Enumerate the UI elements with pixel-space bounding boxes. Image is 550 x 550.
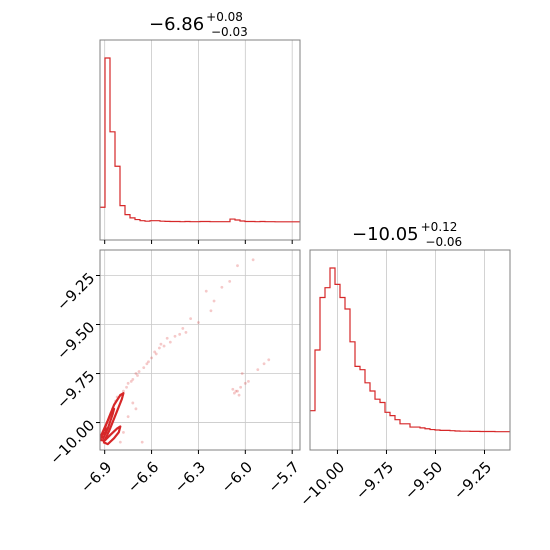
scatter-point bbox=[220, 285, 224, 289]
grid-top-left bbox=[104, 40, 293, 240]
scatter-point bbox=[122, 430, 125, 434]
scatter-point bbox=[157, 346, 161, 350]
x-ticks-bottom-right bbox=[336, 450, 486, 454]
scatter-point bbox=[232, 391, 236, 395]
x-tick-label: −6.9 bbox=[77, 458, 115, 496]
x-tick-labels-bottom-right: −10.00 −9.75 −9.50 −9.25 bbox=[296, 458, 495, 510]
title-param1-minus: −0.03 bbox=[211, 25, 248, 39]
y-tick-label: −9.50 bbox=[53, 318, 98, 363]
scatter-point bbox=[122, 389, 125, 393]
scatter-point bbox=[147, 360, 150, 364]
scatter-point bbox=[236, 389, 239, 393]
scatter-point bbox=[247, 379, 250, 383]
x-tick-label: −9.50 bbox=[401, 458, 446, 503]
scatter-point bbox=[134, 372, 138, 375]
title-param2-plus: +0.12 bbox=[421, 220, 458, 234]
panel-bottom-left: −6.9 −6.6 −6.3 −6.0 −5.7 −10.00−9.75−9.50−9.… bbox=[46, 249, 303, 497]
x-tick-label: −6.3 bbox=[171, 458, 209, 496]
scatter-point bbox=[184, 330, 188, 334]
scatter-point bbox=[159, 342, 163, 346]
ticks-bottom-left bbox=[96, 274, 293, 454]
y-tick-label: −9.75 bbox=[53, 367, 98, 412]
scatter-point bbox=[197, 321, 200, 324]
scatter-point bbox=[136, 374, 139, 377]
x-ticks-top-left bbox=[104, 240, 293, 244]
title-param1-plus: +0.08 bbox=[206, 10, 243, 24]
scatter-point bbox=[134, 407, 138, 411]
scatter-point bbox=[150, 356, 153, 360]
scatter-point bbox=[165, 336, 169, 340]
scatter-point bbox=[228, 279, 232, 283]
axes-frame-bottom-left bbox=[99, 249, 301, 451]
scatter-point bbox=[129, 379, 133, 383]
scatter-point bbox=[162, 344, 166, 348]
scatter-point bbox=[118, 440, 122, 444]
scatter-point bbox=[262, 362, 266, 366]
scatter-point bbox=[131, 378, 135, 381]
panel-bottom-right: −10.00 −9.75 −9.50 −9.25 −10.05 +0.12 −0.06 bbox=[296, 220, 511, 510]
title-param2-value: −10.05 bbox=[352, 224, 419, 245]
density-contours bbox=[99, 392, 125, 446]
scatter-point bbox=[243, 381, 247, 385]
x-tick-label: −6.6 bbox=[124, 458, 162, 496]
scatter-point bbox=[239, 385, 243, 389]
x-tick-label: −5.7 bbox=[264, 458, 302, 496]
x-tick-label: −6.0 bbox=[218, 458, 256, 496]
scatter-point bbox=[153, 350, 157, 354]
scatter-point bbox=[126, 381, 130, 385]
scatter-point bbox=[126, 415, 130, 419]
scatter-point bbox=[267, 358, 271, 362]
title-param1: −6.86 +0.08 −0.03 bbox=[149, 10, 248, 39]
title-param1-value: −6.86 bbox=[149, 14, 204, 35]
scatter-point bbox=[237, 393, 241, 397]
x-tick-label: −10.00 bbox=[296, 458, 348, 510]
scatter-point bbox=[140, 440, 144, 444]
scatter-point bbox=[212, 299, 216, 303]
scatter-point bbox=[142, 366, 146, 370]
y-tick-label: −9.25 bbox=[53, 269, 98, 314]
scatter-point bbox=[181, 327, 185, 330]
y-tick-label: −10.00 bbox=[46, 416, 98, 468]
contour-line bbox=[102, 425, 122, 446]
contour-line bbox=[100, 407, 116, 440]
scatter-point bbox=[154, 352, 158, 356]
axes-frame-bottom-right bbox=[309, 249, 511, 451]
scatter-point bbox=[204, 289, 208, 293]
scatter-point bbox=[209, 309, 213, 313]
histogram-param2 bbox=[310, 267, 510, 433]
x-tick-label: −9.25 bbox=[450, 458, 495, 503]
scatter-point bbox=[236, 264, 239, 268]
x-tick-labels-bottom-left: −6.9 −6.6 −6.3 −6.0 −5.7 bbox=[77, 458, 303, 496]
scatter-point bbox=[173, 334, 177, 338]
scatter-point bbox=[145, 362, 149, 366]
scatter-point bbox=[256, 368, 260, 372]
title-param2-minus: −0.06 bbox=[425, 235, 462, 249]
histogram-param1 bbox=[100, 57, 300, 223]
y-tick-labels-bottom-left: −10.00−9.75−9.50−9.25 bbox=[46, 269, 98, 468]
axes-frame-top-left bbox=[99, 39, 301, 241]
scatter-point bbox=[168, 340, 172, 344]
scatter-point bbox=[251, 258, 255, 262]
panel-top-left: −6.86 +0.08 −0.03 bbox=[99, 10, 301, 244]
scatter-point bbox=[231, 387, 235, 391]
scatter-points bbox=[111, 258, 271, 444]
scatter-point bbox=[125, 385, 128, 389]
scatter-point bbox=[240, 372, 244, 375]
scatter-point bbox=[178, 332, 182, 336]
contour-line bbox=[101, 425, 108, 436]
scatter-point bbox=[137, 370, 141, 373]
scatter-point bbox=[189, 317, 193, 321]
scatter-point bbox=[131, 401, 135, 405]
grid-bottom-right bbox=[337, 250, 485, 450]
scatter-point bbox=[234, 389, 238, 393]
x-tick-label: −9.75 bbox=[352, 458, 397, 503]
title-param2: −10.05 +0.12 −0.06 bbox=[352, 220, 462, 249]
grid-bottom-left bbox=[100, 250, 300, 450]
